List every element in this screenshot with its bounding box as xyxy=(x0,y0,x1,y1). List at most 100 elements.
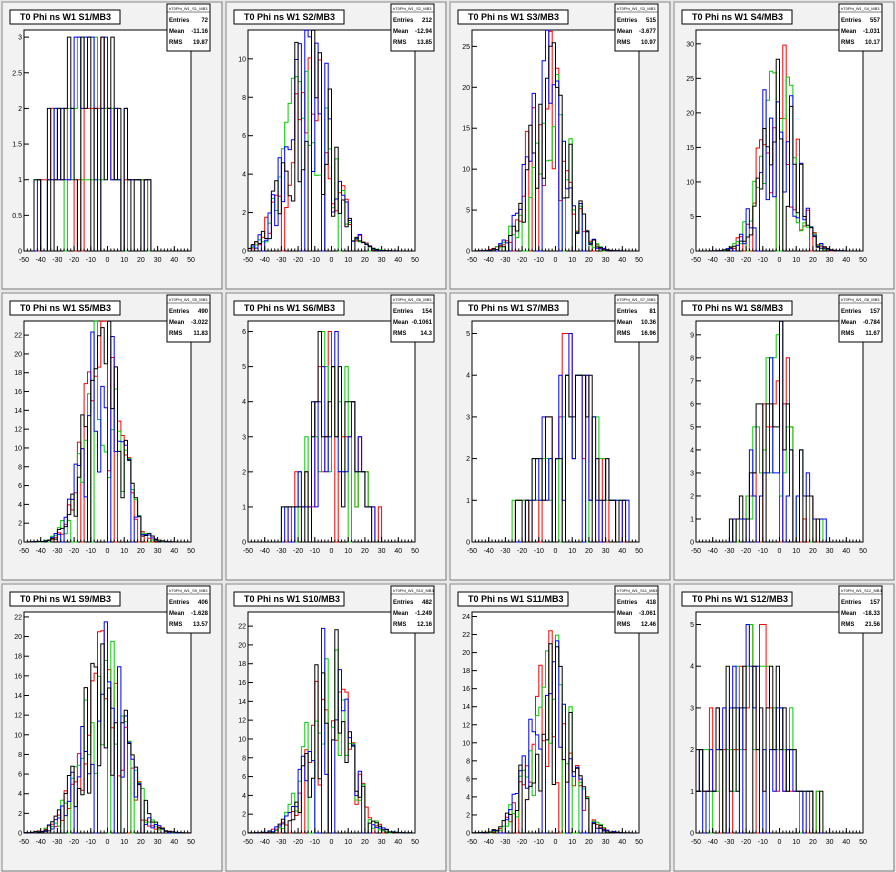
stats-label-rms: RMS xyxy=(841,40,854,46)
stats-label-mean: Mean xyxy=(393,611,409,617)
stats-label-mean: Mean xyxy=(617,611,633,617)
x-tick-label: 40 xyxy=(170,548,178,555)
y-tick-label: 1 xyxy=(690,516,694,523)
y-tick-label: 4 xyxy=(690,664,694,671)
stats-value-entries: 154 xyxy=(422,309,433,315)
stats-label-mean: Mean xyxy=(841,611,857,617)
x-tick-label: -30 xyxy=(52,548,62,555)
y-tick-label: 15 xyxy=(462,126,470,133)
y-tick-label: 18 xyxy=(238,661,246,668)
stats-label-rms: RMS xyxy=(841,622,854,628)
stats-value-mean: -1.031 xyxy=(863,29,881,35)
histogram-title: T0 Phi ns W1 S7/MB3 xyxy=(468,303,559,313)
y-tick-label: 8 xyxy=(690,355,694,362)
y-tick-label: 14 xyxy=(238,699,246,706)
y-tick-label: 14 xyxy=(462,704,470,711)
histogram-pad-4: 0 5 10 15 20 25 30 -50 -40 -30 -20 -10 0 10 20 30 40 50 T0… xyxy=(673,1,895,290)
stats-value-mean: -0.1061 xyxy=(412,320,433,326)
stats-label-mean: Mean xyxy=(169,320,185,326)
histogram-series-run4 xyxy=(247,629,415,834)
stats-label-rms: RMS xyxy=(617,622,630,628)
stats-value-entries: 490 xyxy=(198,309,209,315)
histogram-title-box xyxy=(457,9,569,25)
x-tick-label: 40 xyxy=(842,839,850,846)
x-tick-label: -10 xyxy=(310,257,320,264)
y-tick-label: 10 xyxy=(462,167,470,174)
x-tick-label: 20 xyxy=(361,548,369,555)
y-tick-label: 18 xyxy=(462,668,470,675)
y-tick-label: 25 xyxy=(462,44,470,51)
x-tick-label: -50 xyxy=(467,839,477,846)
stats-label-entries: Entries xyxy=(617,309,638,315)
y-tick-label: 20 xyxy=(462,650,470,657)
x-tick-label: -10 xyxy=(86,257,96,264)
stats-value-rms: 11.83 xyxy=(193,331,208,337)
stats-value-mean: -12.94 xyxy=(415,29,433,35)
x-tick-label: 50 xyxy=(411,257,419,264)
stats-value-rms: 16.96 xyxy=(641,331,657,337)
x-tick-label: 20 xyxy=(585,257,593,264)
y-tick-label: 0.5 xyxy=(12,213,22,220)
y-tick-label: 8 xyxy=(466,758,470,765)
x-tick-label: -50 xyxy=(243,548,253,555)
x-tick-label: 20 xyxy=(585,548,593,555)
x-tick-label: 20 xyxy=(361,257,369,264)
y-tick-label: 1.5 xyxy=(12,142,22,149)
stats-label-rms: RMS xyxy=(617,331,630,337)
y-tick-label: 2 xyxy=(690,493,694,500)
y-tick-label: 14 xyxy=(14,693,22,700)
stats-value-entries: 157 xyxy=(870,600,881,606)
histogram-title-box xyxy=(681,591,793,607)
stats-value-mean: -18.33 xyxy=(863,611,881,617)
stats-value-entries: 72 xyxy=(201,18,208,24)
y-tick-label: 2 xyxy=(242,210,246,217)
y-tick-label: 4 xyxy=(466,794,470,801)
y-tick-label: 0 xyxy=(690,249,694,256)
histogram-title: T0 Phi ns W1 S5/MB3 xyxy=(20,303,111,313)
y-tick-label: 2 xyxy=(18,521,22,528)
histogram-series-run4 xyxy=(695,665,863,834)
histogram-series-run4 xyxy=(248,331,415,543)
x-tick-label: -20 xyxy=(517,839,527,846)
y-tick-label: 4 xyxy=(18,502,22,509)
x-tick-label: 50 xyxy=(635,839,643,846)
x-tick-label: -40 xyxy=(36,548,46,555)
x-tick-label: -50 xyxy=(467,548,477,555)
y-tick-label: 0 xyxy=(466,831,470,838)
x-tick-label: -20 xyxy=(69,548,79,555)
x-tick-label: -50 xyxy=(467,257,477,264)
x-tick-label: -10 xyxy=(86,548,96,555)
y-tick-label: 5 xyxy=(690,214,694,221)
y-tick-label: 0 xyxy=(242,831,246,838)
x-tick-label: -30 xyxy=(724,257,734,264)
x-tick-label: -10 xyxy=(310,839,320,846)
histogram-title-box xyxy=(457,591,569,607)
x-tick-label: 0 xyxy=(554,839,558,846)
histogram-title: T0 Phi ns W1 S8/MB3 xyxy=(692,303,783,313)
stats-histogram-name: hT0Phi_W1_S3_MB3 xyxy=(617,6,656,11)
x-tick-label: 10 xyxy=(568,548,576,555)
y-tick-label: 10 xyxy=(238,56,246,63)
y-tick-label: 7 xyxy=(690,378,694,385)
y-tick-label: 5 xyxy=(466,331,470,338)
stats-label-mean: Mean xyxy=(169,29,185,35)
stats-value-rms: 19.87 xyxy=(193,40,209,46)
stats-value-mean: 10.36 xyxy=(641,320,657,326)
stats-value-rms: 14.3 xyxy=(420,331,432,337)
x-tick-label: 50 xyxy=(187,548,195,555)
y-tick-label: 10 xyxy=(14,732,22,739)
x-tick-label: -50 xyxy=(691,548,701,555)
stats-label-entries: Entries xyxy=(169,600,190,606)
stats-value-rms: 12.46 xyxy=(641,622,657,628)
y-tick-label: 3 xyxy=(690,470,694,477)
stats-value-rms: 12.16 xyxy=(417,622,433,628)
x-tick-label: -30 xyxy=(52,257,62,264)
y-tick-label: 3 xyxy=(242,434,246,441)
x-tick-label: 0 xyxy=(106,548,110,555)
histogram-series-run4 xyxy=(472,374,639,543)
stats-label-entries: Entries xyxy=(393,600,414,606)
x-tick-label: 40 xyxy=(170,839,178,846)
y-tick-label: 1 xyxy=(466,498,470,505)
stats-label-rms: RMS xyxy=(393,622,406,628)
x-tick-label: 0 xyxy=(330,257,334,264)
